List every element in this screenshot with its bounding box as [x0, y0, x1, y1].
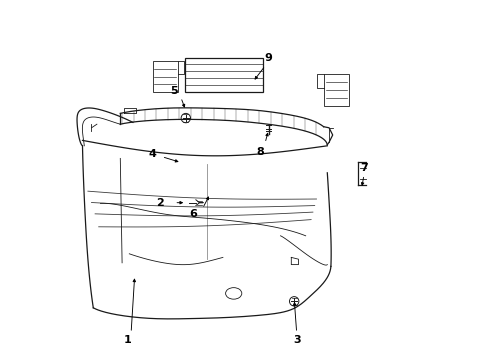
Text: 7: 7: [359, 163, 367, 173]
Text: 9: 9: [264, 53, 272, 63]
Text: 4: 4: [148, 149, 156, 159]
Text: 3: 3: [292, 335, 300, 345]
Text: 1: 1: [123, 335, 131, 345]
Bar: [152, 61, 178, 92]
Bar: [185, 58, 262, 92]
Text: 8: 8: [256, 147, 264, 157]
Text: 6: 6: [189, 209, 197, 219]
Bar: [323, 74, 348, 106]
Text: 2: 2: [156, 198, 163, 208]
Text: 5: 5: [169, 86, 177, 96]
